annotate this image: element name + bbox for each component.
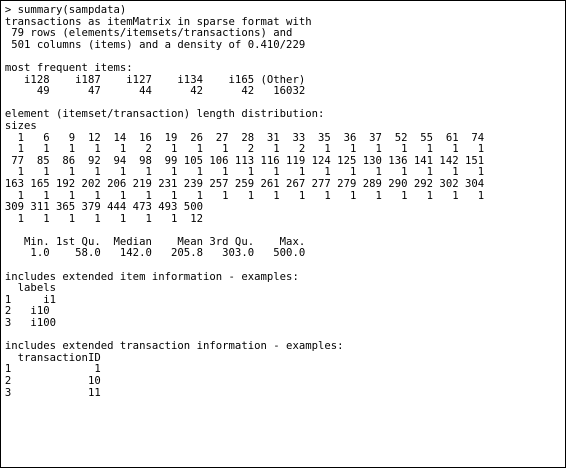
- console-line-sizes-row-3: 163 165 192 202 206 219 231 239 257 259 …: [5, 178, 545, 190]
- console-line-label-row: 2 i10: [5, 305, 545, 317]
- console-line-counts-row-1: 1 1 1 1 1 2 1 1 1 2 1 2 1 1 1 1 1 1 1: [5, 143, 545, 155]
- console-output: > summary(sampdata) transactions as itemM…: [1, 1, 545, 398]
- console-line-counts-row-4: 1 1 1 1 1 1 1 12: [5, 213, 545, 225]
- console-line-sizes-row-4: 309 311 365 379 444 473 493 500: [5, 201, 545, 213]
- console-line-item-info-heading: includes extended item information - exa…: [5, 271, 545, 283]
- console-line-sizes-label: sizes: [5, 120, 545, 132]
- console-line-length-distribution-heading: element (itemset/transaction) length dis…: [5, 108, 545, 120]
- console-line-stats-values: 1.0 58.0 142.0 205.8 303.0 500.0: [5, 247, 545, 259]
- console-line-labels-header: labels: [5, 282, 545, 294]
- console-line-transaction-row: 3 11: [5, 387, 545, 399]
- console-line-columns-density: 501 columns (items) and a density of 0.4…: [5, 39, 545, 51]
- console-line-frequent-items-counts: 49 47 44 42 42 16032: [5, 85, 545, 97]
- console-line-frequent-items-heading: most frequent items:: [5, 62, 545, 74]
- console-line-blank: [5, 259, 545, 271]
- console-line-label-row: 1 i1: [5, 294, 545, 306]
- console-line-transaction-row: 2 10: [5, 375, 545, 387]
- console-line-command: > summary(sampdata): [5, 4, 545, 16]
- console-line-label-row: 3 i100: [5, 317, 545, 329]
